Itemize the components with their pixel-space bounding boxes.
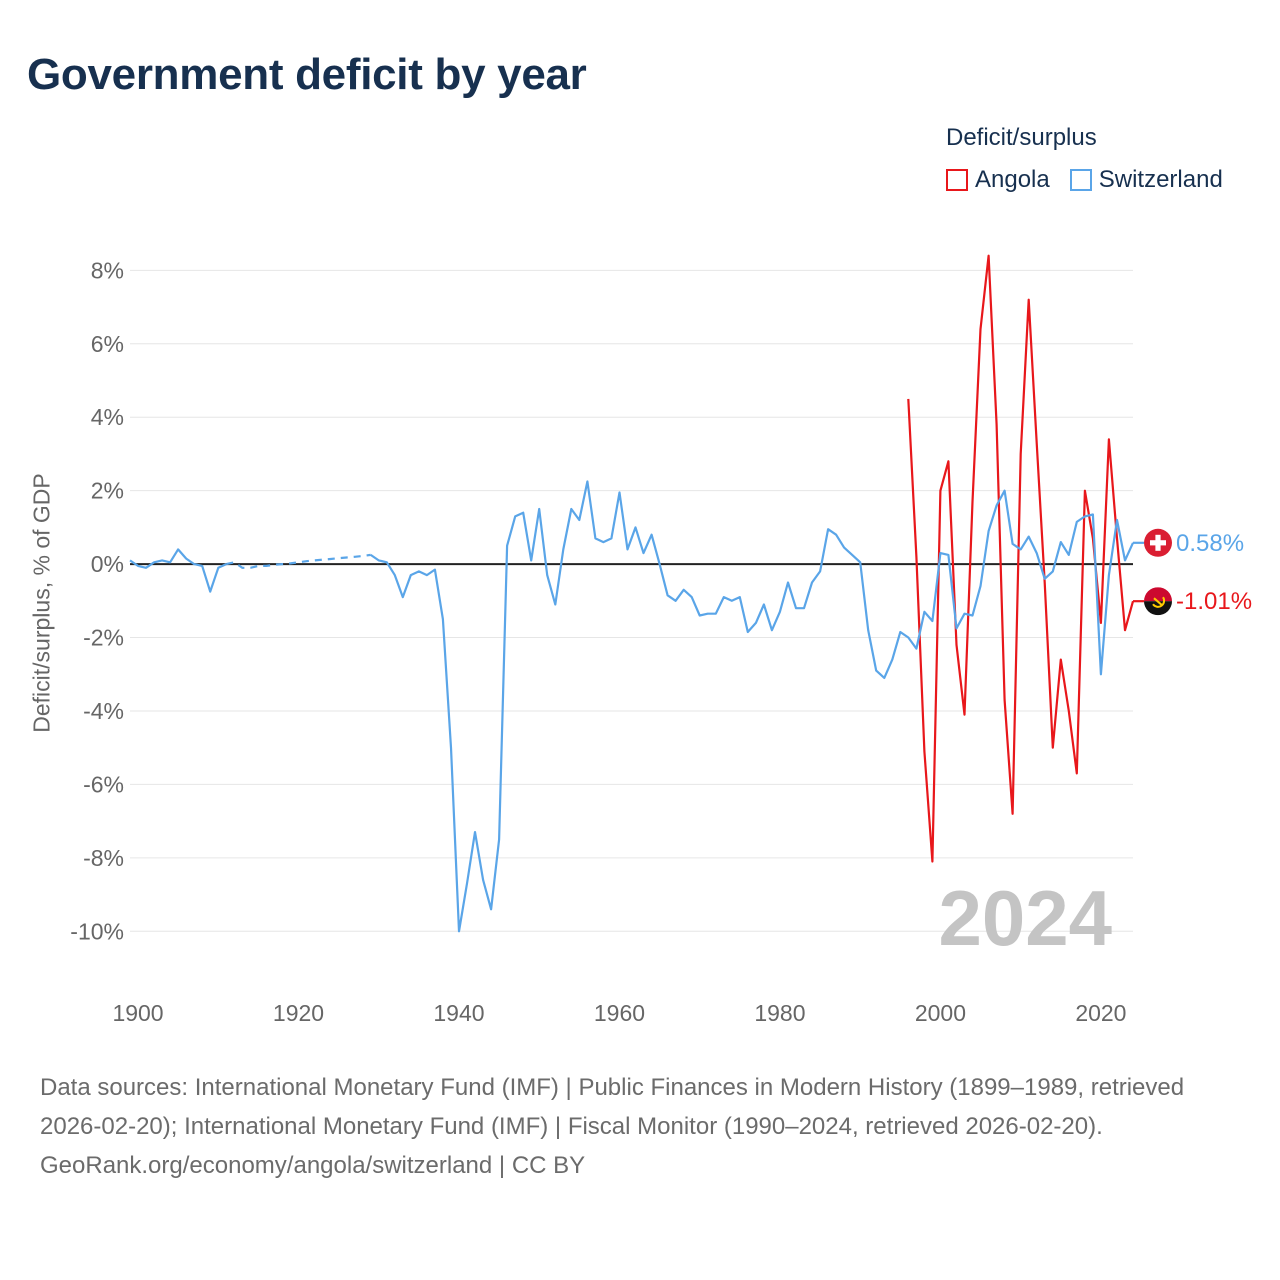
x-tick-label: 1940 <box>433 1000 484 1026</box>
y-tick-label: -6% <box>83 771 124 797</box>
series-dashed-switzerland <box>226 553 371 569</box>
legend-swatch-switzerland <box>1069 169 1092 191</box>
y-tick-label: 6% <box>91 331 124 357</box>
legend-title: Deficit/surplus <box>946 124 1097 151</box>
chart-title: Government deficit by year <box>27 50 587 99</box>
x-tick-label: 1960 <box>594 1000 645 1026</box>
series-line-switzerland <box>129 548 227 593</box>
y-tick-label: 4% <box>91 404 124 430</box>
y-tick-label: 8% <box>91 257 124 283</box>
legend-item-switzerland[interactable]: Switzerland <box>1069 166 1223 194</box>
end-markers: -1.01% 0.58% <box>1144 528 1252 616</box>
y-tick-label: 2% <box>91 478 124 504</box>
angola-flag-icon <box>1144 587 1172 616</box>
x-tick-label: 2000 <box>915 1000 966 1026</box>
series-line-switzerland <box>370 480 1135 933</box>
end-label-angola: -1.01% <box>1176 588 1252 615</box>
y-axis-ticks: -10% -8% -6% -4% -2% 0% 2% 4% 6% 8% <box>70 257 124 944</box>
y-tick-label: -10% <box>70 918 124 944</box>
y-tick-label: -2% <box>83 625 124 651</box>
x-tick-label: 1980 <box>754 1000 805 1026</box>
data-sources: Data sources: International Monetary Fun… <box>40 1074 1185 1140</box>
series-lines <box>129 254 1144 933</box>
series-line-angola <box>907 254 1135 863</box>
x-axis-ticks: 1900 1920 1940 1960 1980 2000 2020 <box>112 1000 1126 1026</box>
y-tick-label: -8% <box>83 845 124 871</box>
y-tick-label: -4% <box>83 698 124 724</box>
credit-link[interactable]: GeoRank.org/economy/angola/switzerland |… <box>40 1152 586 1179</box>
legend-label-angola: Angola <box>975 166 1050 193</box>
y-tick-label: 0% <box>91 551 124 577</box>
year-watermark: 2024 <box>938 874 1112 962</box>
x-tick-label: 1900 <box>112 1000 163 1026</box>
x-tick-label: 1920 <box>273 1000 324 1026</box>
footer: Data sources: International Monetary Fun… <box>40 1068 1240 1185</box>
switzerland-flag-icon <box>1144 528 1172 557</box>
legend-swatch-angola <box>946 169 968 191</box>
legend-label-switzerland: Switzerland <box>1098 166 1223 193</box>
grid-lines <box>130 269 1133 932</box>
x-tick-label: 2020 <box>1075 1000 1126 1026</box>
legend-item-angola[interactable]: Angola <box>946 166 1050 194</box>
line-chart: -10%-8%-6%-4%-2%0%2%4%6%8% 1900 1920 1940 1… <box>70 254 1252 1026</box>
end-label-switzerland: 0.58% <box>1176 530 1244 557</box>
legend: Angola Switzerland <box>946 166 1223 194</box>
